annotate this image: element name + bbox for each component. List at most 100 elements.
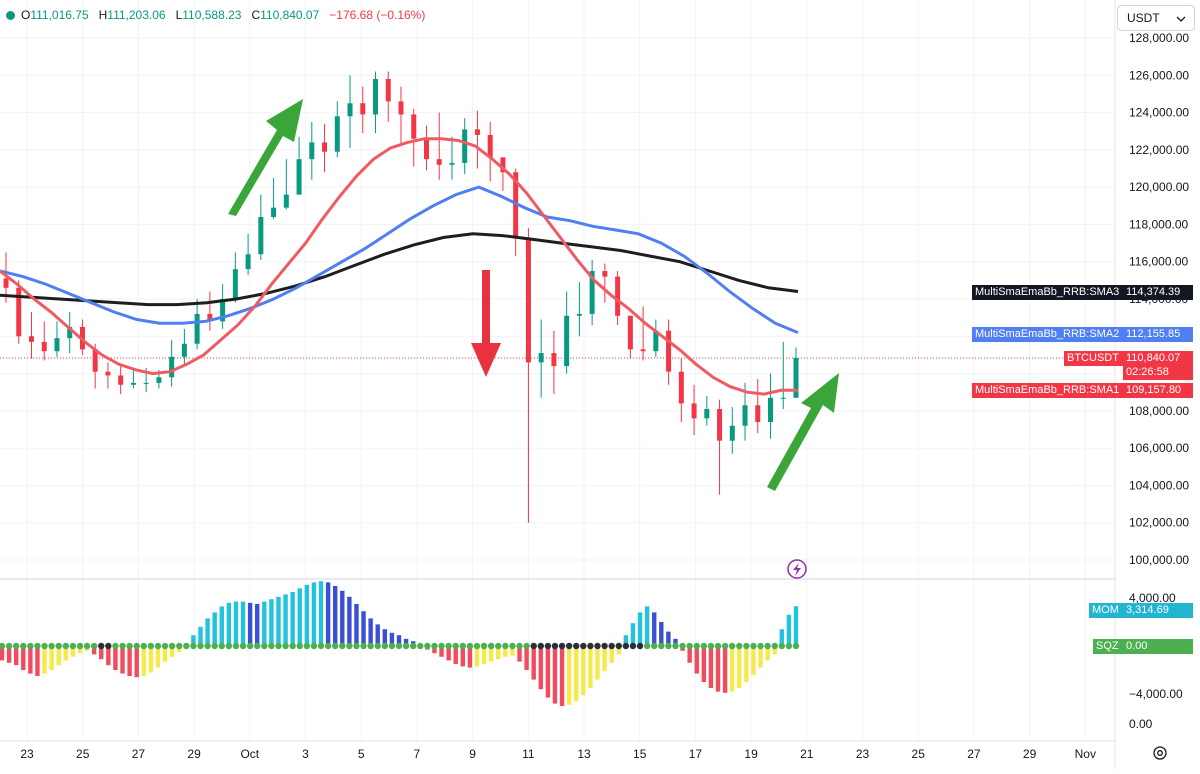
squeeze-dot xyxy=(410,643,416,649)
squeeze-dot xyxy=(495,643,501,649)
momentum-bar xyxy=(524,646,528,670)
time-tick-label: 25 xyxy=(76,747,90,761)
momentum-bar xyxy=(227,603,231,646)
squeeze-dot xyxy=(651,643,657,649)
squeeze-dot xyxy=(219,643,225,649)
indicator-tick-label: 0.00 xyxy=(1129,717,1153,731)
squeeze-dot xyxy=(98,643,104,649)
momentum-bar xyxy=(113,646,117,670)
time-tick-label: 29 xyxy=(1023,747,1037,761)
price-value: 110,840.07 xyxy=(1123,351,1193,366)
low-value: 110,588.23 xyxy=(182,8,241,22)
candle-body xyxy=(169,357,174,378)
momentum-bar xyxy=(737,646,741,688)
price-tick-label: 116,000.00 xyxy=(1129,255,1188,269)
momentum-bar xyxy=(269,599,273,646)
sma2-tag: MultiSmaEmaBb_RRB:SMA2 xyxy=(972,327,1123,342)
ohlc-legend: O111,016.75 H111,203.06 L110,588.23 C110… xyxy=(6,8,425,22)
arrow-up-green-icon xyxy=(228,99,303,216)
squeeze-dot xyxy=(481,643,487,649)
squeeze-dot xyxy=(729,643,735,649)
candle-body xyxy=(246,254,251,269)
momentum-bar xyxy=(546,646,550,698)
time-tick-label: Nov xyxy=(1075,747,1096,761)
momentum-bar xyxy=(723,646,727,693)
momentum-bar xyxy=(574,646,578,701)
momentum-bar xyxy=(276,597,280,646)
price-tick-label: 108,000.00 xyxy=(1129,404,1189,418)
squeeze-dot xyxy=(552,643,558,649)
squeeze-dot xyxy=(20,643,26,649)
candle-body xyxy=(488,135,493,157)
squeeze-dot xyxy=(34,643,40,649)
time-tick-label: 21 xyxy=(800,747,814,761)
price-tick-label: 128,000.00 xyxy=(1129,31,1189,45)
squeeze-dot xyxy=(559,643,565,649)
gear-icon[interactable] xyxy=(1151,744,1169,762)
candle-body xyxy=(144,383,149,384)
squeeze-dot xyxy=(339,643,345,649)
price-tick-label: 100,000.00 xyxy=(1129,553,1189,567)
squeeze-dot xyxy=(722,643,728,649)
momentum-bar xyxy=(333,586,337,646)
momentum-bar xyxy=(205,618,209,646)
momentum-bar xyxy=(354,604,358,646)
candle-body xyxy=(551,353,556,366)
time-tick-label: 11 xyxy=(522,747,535,761)
candle-body xyxy=(118,375,123,384)
candle-body xyxy=(449,163,454,165)
squeeze-dot xyxy=(275,643,281,649)
momentum-bar xyxy=(751,646,755,675)
squeeze-dot xyxy=(686,643,692,649)
candle-body xyxy=(679,372,684,404)
momentum-bar xyxy=(340,591,344,646)
countdown-value: 02:26:58 xyxy=(1123,365,1193,380)
candle-body xyxy=(322,142,327,151)
momentum-bar xyxy=(368,618,372,646)
momentum-bar xyxy=(581,646,585,695)
momentum-bar xyxy=(361,611,365,646)
momentum-bar xyxy=(134,646,138,677)
candle-body xyxy=(615,277,620,316)
open-value: 111,016.75 xyxy=(30,8,88,22)
squeeze-dot xyxy=(658,643,664,649)
momentum-bar xyxy=(744,646,748,682)
squeeze-dot xyxy=(183,643,189,649)
momentum-bar xyxy=(659,622,663,646)
candle-body xyxy=(233,269,238,299)
squeeze-dot xyxy=(786,643,792,649)
momentum-bar xyxy=(347,597,351,646)
squeeze-dot xyxy=(665,643,671,649)
squeeze-dot xyxy=(396,643,402,649)
high-label: H xyxy=(99,8,108,22)
candle-body xyxy=(29,336,34,342)
close-value: 110,840.07 xyxy=(260,8,319,22)
candle-body xyxy=(526,237,531,362)
candle-body xyxy=(348,103,353,116)
sma3-value: 114,374.39 xyxy=(1123,285,1193,300)
squeeze-dot xyxy=(523,643,529,649)
momentum-bar xyxy=(645,606,649,646)
candle-body xyxy=(462,129,467,163)
time-tick-label: 17 xyxy=(689,747,703,761)
candle-body xyxy=(42,342,47,351)
candle-body xyxy=(666,331,671,372)
squeeze-dot xyxy=(580,643,586,649)
squeeze-dot xyxy=(403,643,409,649)
squeeze-dot xyxy=(382,643,388,649)
momentum-bar xyxy=(298,588,302,646)
squeeze-dot xyxy=(197,643,203,649)
high-value: 111,203.06 xyxy=(107,8,165,22)
momentum-bar xyxy=(652,612,656,646)
candle-body xyxy=(309,142,314,159)
momentum-bar xyxy=(248,603,252,646)
mom-tag: MOM xyxy=(1089,603,1123,618)
price-tick-label: 126,000.00 xyxy=(1129,68,1189,82)
squeeze-dot xyxy=(566,643,572,649)
momentum-bar xyxy=(376,624,380,646)
candle-body xyxy=(602,271,607,277)
candle-body xyxy=(755,405,760,422)
currency-button[interactable]: USDT xyxy=(1117,5,1195,31)
candle-body xyxy=(386,79,391,101)
squeeze-dot xyxy=(119,643,125,649)
